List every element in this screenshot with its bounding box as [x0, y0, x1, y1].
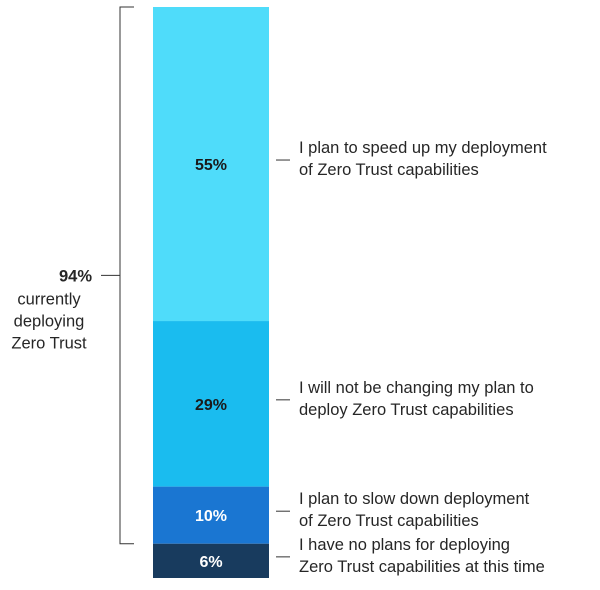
- bracket-text-line: deploying: [14, 312, 85, 330]
- bracket-line: [119, 6, 134, 545]
- bar-segment-10: [153, 486, 269, 544]
- segment-category-label: I have no plans for deploying: [299, 536, 510, 554]
- bar-segments: [153, 7, 269, 578]
- segment-value-labels: 55% 29% 10% 6%: [195, 157, 227, 571]
- segment-value-label: 55%: [195, 157, 227, 174]
- segment-value-label: 6%: [199, 554, 222, 571]
- bar-segment-6: [153, 543, 269, 578]
- segment-value-label: 29%: [195, 397, 227, 414]
- segment-category-label: I plan to speed up my deployment: [299, 139, 547, 157]
- segment-category-label: of Zero Trust capabilities: [299, 512, 479, 530]
- segment-category-labels: I plan to speed up my deployment of Zero …: [276, 139, 547, 576]
- segment-category-label: I plan to slow down deployment: [299, 490, 530, 508]
- bar-segment-55: [153, 7, 269, 322]
- deploying-bracket: 94% currently deploying Zero Trust: [11, 6, 134, 545]
- bracket-value-label: 94%: [59, 267, 92, 285]
- bracket-text-line: Zero Trust: [11, 334, 87, 352]
- bracket-text-line: currently: [17, 290, 81, 308]
- segment-value-label: 10%: [195, 508, 227, 525]
- segment-category-label: Zero Trust capabilities at this time: [299, 558, 545, 576]
- segment-category-label: deploy Zero Trust capabilities: [299, 401, 514, 419]
- bar-segment-29: [153, 321, 269, 487]
- segment-category-label: of Zero Trust capabilities: [299, 161, 479, 179]
- segment-category-label: I will not be changing my plan to: [299, 379, 534, 397]
